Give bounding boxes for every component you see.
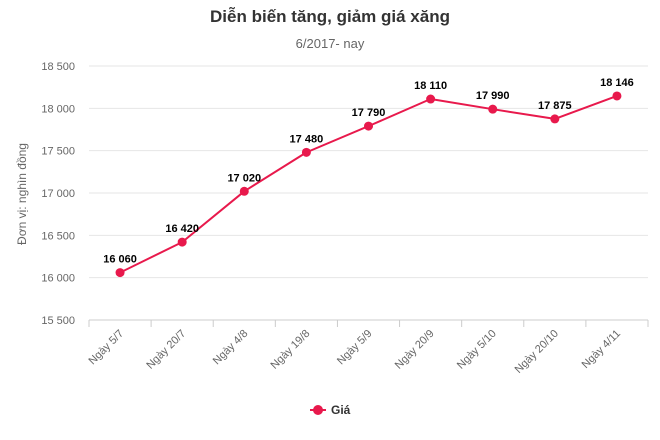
data-label: 17 790 xyxy=(352,107,386,119)
series-layer xyxy=(115,91,622,278)
data-point[interactable] xyxy=(488,104,498,114)
x-tick-label: Ngày 20/9 xyxy=(393,328,437,372)
x-tick-label: Ngày 19/8 xyxy=(269,328,313,372)
x-tick-label: Ngày 5/9 xyxy=(335,328,375,368)
y-axis-ticks: 15 500 16 000 16 500 17 000 17 500 18 000 18 5… xyxy=(41,61,75,327)
data-point[interactable] xyxy=(550,114,560,124)
gridlines xyxy=(88,65,649,327)
y-tick-label: 16 500 xyxy=(41,230,75,242)
chart-subtitle: 6/2017- nay xyxy=(295,36,365,51)
data-point[interactable] xyxy=(301,147,311,157)
data-point[interactable] xyxy=(426,94,436,104)
legend-point-marker xyxy=(313,405,323,415)
x-tick-label: Ngày 20/10 xyxy=(513,328,561,376)
data-label: 17 990 xyxy=(476,90,510,102)
data-label: 16 420 xyxy=(165,223,199,235)
y-tick-label: 18 000 xyxy=(41,103,75,115)
x-tick-label: Ngày 4/8 xyxy=(211,328,251,368)
y-tick-label: 18 500 xyxy=(41,61,75,73)
chart-title: Diễn biến tăng, giảm giá xăng xyxy=(210,7,450,26)
y-tick-label: 15 500 xyxy=(41,315,75,327)
legend[interactable]: Giá xyxy=(310,403,351,417)
data-point[interactable] xyxy=(239,186,249,196)
x-tick-label: Ngày 20/7 xyxy=(144,328,188,372)
x-tick-label: Ngày 5/7 xyxy=(87,328,127,368)
y-tick-label: 16 000 xyxy=(41,273,75,285)
data-label: 18 146 xyxy=(600,77,634,89)
data-label: 17 480 xyxy=(290,133,324,145)
data-point[interactable] xyxy=(115,268,125,278)
x-axis-ticks: Ngày 5/7 Ngày 20/7 Ngày 4/8 Ngày 19/8 Ngày 5… xyxy=(87,328,624,376)
y-tick-label: 17 500 xyxy=(41,146,75,158)
data-labels: 16 060 16 420 17 020 17 480 17 790 18 110 17 9… xyxy=(103,77,634,266)
data-point[interactable] xyxy=(364,121,373,131)
y-tick-label: 17 000 xyxy=(41,188,75,200)
y-axis-title: Đơn vị: nghìn đồng xyxy=(15,143,29,245)
data-point[interactable] xyxy=(612,91,622,101)
data-label: 17 020 xyxy=(227,172,261,184)
x-tick-label: Ngày 4/11 xyxy=(580,328,623,371)
data-label: 18 110 xyxy=(414,80,447,92)
data-label: 16 060 xyxy=(103,254,137,266)
legend-series-label: Giá xyxy=(331,403,351,417)
data-point[interactable] xyxy=(177,237,187,247)
x-tick-label: Ngày 5/10 xyxy=(455,328,499,372)
data-label: 17 875 xyxy=(538,100,572,112)
